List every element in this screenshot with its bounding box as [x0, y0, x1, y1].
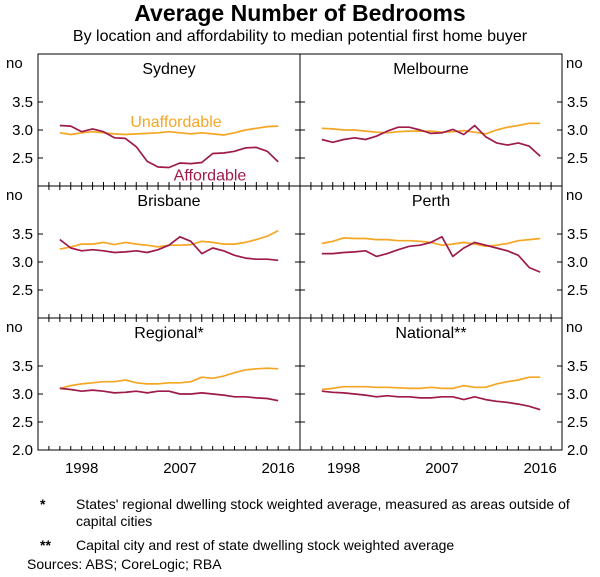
footnote-text: States' regional dwelling stock weighted…	[76, 496, 570, 529]
y-tick-label-right: 3.5	[567, 226, 588, 243]
y-unit-label-right: no	[566, 55, 583, 72]
y-tick-label-left: 2.5	[12, 150, 33, 167]
footnote-marker: *	[40, 496, 46, 512]
chart-subtitle: By location and affordability to median …	[72, 28, 528, 45]
y-tick-label-left: 2.0	[12, 442, 33, 459]
panel-title: Sydney	[142, 61, 195, 78]
y-tick-label-right: 3.5	[567, 358, 588, 375]
panel-title: Brisbane	[137, 193, 200, 210]
panel-title: National**	[395, 325, 466, 342]
y-tick-label-right: 3.0	[567, 254, 588, 271]
y-tick-label-right: 2.5	[567, 150, 588, 167]
y-tick-label-right: 2.0	[567, 442, 588, 459]
x-tick-label: 2007	[163, 460, 196, 477]
y-tick-label-left: 3.0	[12, 386, 33, 403]
y-unit-label-right: no	[566, 319, 583, 336]
series-line	[321, 124, 541, 157]
y-unit-label-left: no	[6, 319, 23, 336]
series-line	[321, 235, 541, 273]
panel-title: Perth	[412, 193, 450, 210]
y-tick-label-left: 3.0	[12, 122, 33, 139]
series-line	[59, 229, 279, 250]
x-tick-label: 1998	[65, 460, 98, 477]
series-label-unaffordable: Unaffordable	[130, 114, 221, 131]
y-tick-label-left: 3.5	[12, 226, 33, 243]
y-unit-label-left: no	[6, 187, 23, 204]
x-tick-label: 2016	[261, 460, 294, 477]
y-tick-label-left: 2.5	[12, 282, 33, 299]
x-tick-label: 2016	[523, 460, 556, 477]
series-line	[321, 390, 541, 411]
chart-title: Average Number of Bedrooms	[134, 0, 466, 26]
series-label-affordable: Affordable	[174, 167, 247, 184]
series-line	[59, 367, 279, 390]
source-note: Sources: ABS; CoreLogic; RBA	[27, 556, 222, 572]
series-line	[59, 387, 279, 402]
panel-title: Regional*	[134, 325, 203, 342]
series-line	[59, 124, 279, 169]
footnote-regional: * States' regional dwelling stock weight…	[40, 496, 600, 530]
footnote-text: Capital city and rest of state dwelling …	[76, 537, 455, 553]
y-tick-label-right: 2.5	[567, 414, 588, 431]
y-tick-label-right: 3.0	[567, 386, 588, 403]
y-tick-label-right: 3.0	[567, 122, 588, 139]
y-unit-label-right: no	[566, 187, 583, 204]
y-tick-label-left: 3.5	[12, 358, 33, 375]
x-tick-label: 1998	[327, 460, 360, 477]
panel-title: Melbourne	[393, 61, 469, 78]
y-unit-label-left: no	[6, 55, 23, 72]
y-tick-label-right: 2.5	[567, 282, 588, 299]
x-tick-label: 2007	[425, 460, 458, 477]
y-tick-label-left: 3.5	[12, 94, 33, 111]
y-tick-label-left: 2.5	[12, 414, 33, 431]
footnote-marker: **	[40, 537, 51, 553]
series-line	[59, 235, 279, 262]
y-tick-label-right: 3.5	[567, 94, 588, 111]
footnote-national: ** Capital city and rest of state dwelli…	[40, 537, 600, 554]
y-tick-label-left: 3.0	[12, 254, 33, 271]
series-line	[59, 125, 279, 136]
series-line	[321, 376, 541, 391]
series-line	[321, 122, 541, 135]
